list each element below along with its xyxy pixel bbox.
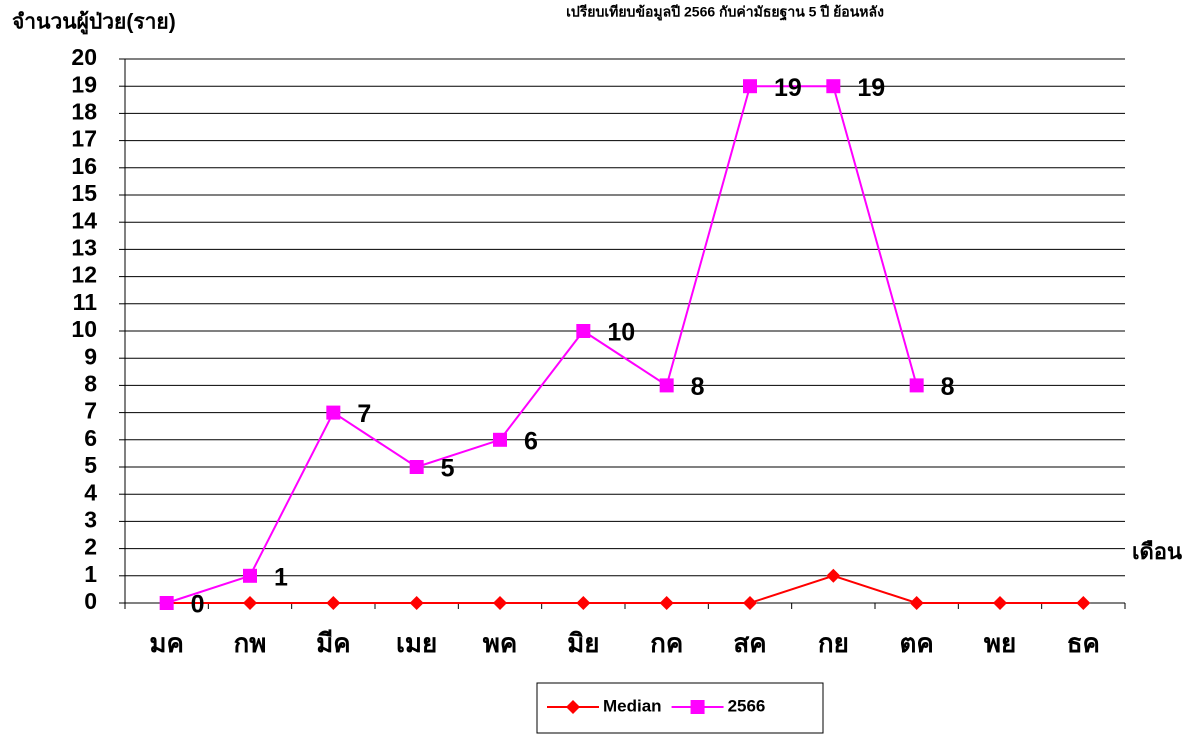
data-label: 19	[774, 74, 802, 102]
y-tick-label: 6	[84, 425, 97, 451]
x-tick-label: ธค	[1067, 628, 1100, 658]
x-tick-label: มีค	[316, 628, 351, 658]
diamond-marker	[826, 568, 841, 583]
diamond-marker	[409, 596, 424, 610]
square-marker	[576, 324, 591, 338]
y-tick-label: 13	[71, 234, 97, 260]
x-tick-label: กค	[650, 628, 683, 658]
square-marker	[659, 378, 674, 393]
data-label: 7	[357, 400, 371, 428]
y-tick-label: 4	[84, 479, 97, 505]
legend-marker	[690, 700, 705, 714]
diamond-marker	[659, 596, 674, 610]
x-tick-label: มิย	[567, 628, 599, 658]
x-tick-label: สค	[733, 628, 766, 658]
data-label: 19	[857, 74, 885, 102]
diamond-marker	[909, 596, 924, 610]
y-tick-label: 0	[84, 588, 97, 614]
legend-label: Median	[603, 696, 662, 715]
square-marker	[159, 596, 174, 610]
x-tick-label: กพ	[234, 628, 267, 658]
y-tick-label: 8	[84, 370, 97, 396]
diamond-marker	[1076, 596, 1091, 610]
data-label: 6	[524, 427, 538, 455]
y-tick-label: 16	[71, 153, 97, 179]
square-marker	[493, 432, 507, 447]
x-tick-label: ตค	[900, 628, 934, 658]
y-axis-label: จำนวนผู้ป่วย(ราย)	[12, 10, 176, 36]
y-tick-label: 15	[71, 180, 97, 206]
x-tick-label: พย	[984, 628, 1016, 658]
y-tick-label: 12	[71, 262, 97, 288]
diamond-marker	[576, 596, 591, 610]
y-tick-label: 1	[84, 561, 97, 587]
y-tick-label: 7	[84, 398, 97, 424]
y-tick-label: 17	[71, 126, 97, 152]
data-label: 5	[441, 455, 455, 483]
square-marker	[243, 568, 257, 583]
data-label: 8	[941, 373, 955, 401]
data-label: 0	[191, 591, 205, 619]
square-marker	[826, 79, 841, 94]
diamond-marker	[493, 596, 507, 610]
y-tick-label: 18	[71, 98, 97, 124]
legend-marker	[566, 700, 580, 714]
y-tick-label: 3	[84, 506, 97, 532]
x-tick-label: มค	[149, 628, 184, 658]
square-marker	[909, 378, 924, 393]
diamond-marker	[993, 596, 1007, 610]
y-tick-label: 11	[73, 289, 98, 315]
square-marker	[326, 405, 341, 420]
chart-title: เปรียบเทียบข้อมูลปี 2566 กับค่ามัธยฐาน 5…	[566, 4, 884, 22]
series-line	[166, 85, 918, 604]
y-tick-label: 2	[84, 534, 97, 560]
y-tick-label: 10	[71, 316, 97, 342]
data-label: 8	[691, 373, 705, 401]
y-tick-label: 5	[84, 452, 97, 478]
x-tick-label: เมย	[396, 628, 437, 658]
diamond-marker	[743, 596, 757, 610]
y-tick-label: 9	[84, 343, 97, 369]
series-line	[166, 574, 1084, 604]
x-tick-label: พค	[483, 628, 518, 658]
square-marker	[409, 460, 424, 474]
y-tick-label: 19	[71, 71, 97, 97]
y-tick-label: 20	[71, 44, 97, 70]
diamond-marker	[326, 596, 341, 610]
data-label: 1	[274, 563, 288, 591]
y-tick-label: 14	[71, 207, 97, 233]
data-label: 10	[607, 319, 635, 347]
diamond-marker	[243, 596, 257, 610]
x-tick-label: กย	[818, 628, 849, 658]
x-axis-label: เดือน	[1132, 539, 1182, 564]
legend-label: 2566	[728, 696, 766, 715]
square-marker	[743, 79, 757, 94]
